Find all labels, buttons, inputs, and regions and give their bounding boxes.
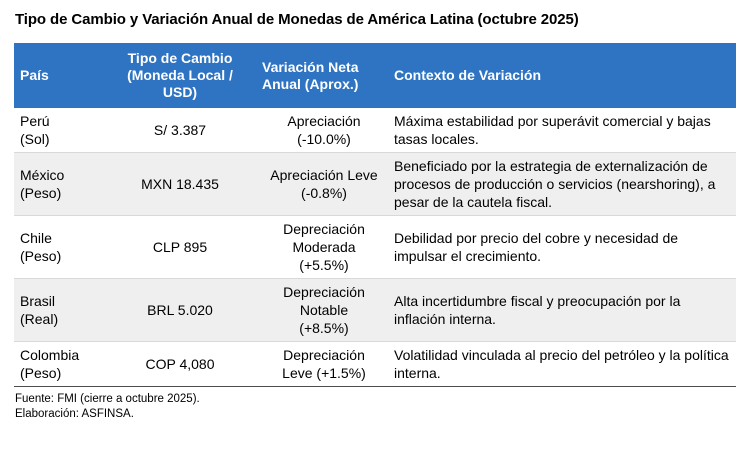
- context-cell: Alta incertidumbre fiscal y preocupación…: [390, 278, 736, 342]
- column-header-country: País: [14, 43, 102, 108]
- table-row-chile: Chile (Peso) CLP 895 Depreciación Modera…: [14, 215, 736, 279]
- country-cell: Perú (Sol): [14, 108, 102, 153]
- rate-cell: COP 4,080: [102, 341, 258, 387]
- table-header: País Tipo de Cambio (Moneda Local / USD)…: [14, 43, 736, 108]
- rate-cell: MXN 18.435: [102, 152, 258, 216]
- variation-cell: Apreciación Leve (-0.8%): [258, 152, 390, 216]
- table-row-brasil: Brasil (Real) BRL 5.020 Depreciación Not…: [14, 278, 736, 342]
- table-row-mexico: México (Peso) MXN 18.435 Apreciación Lev…: [14, 152, 736, 216]
- country-cell: Chile (Peso): [14, 215, 102, 279]
- context-cell: Beneficiado por la estrategia de externa…: [390, 152, 736, 216]
- variation-cell: Depreciación Moderada (+5.5%): [258, 215, 390, 279]
- country-cell: Colombia (Peso): [14, 341, 102, 387]
- column-header-variation: Variación Neta Anual (Aprox.): [258, 43, 390, 108]
- variation-cell: Apreciación (-10.0%): [258, 108, 390, 153]
- rate-cell: BRL 5.020: [102, 278, 258, 342]
- source-note: Fuente: FMI (cierre a octubre 2025).: [15, 393, 200, 405]
- variation-cell: Depreciación Leve (+1.5%): [258, 341, 390, 387]
- table-row-colombia: Colombia (Peso) COP 4,080 Depreciación L…: [14, 341, 736, 387]
- country-cell: México (Peso): [14, 152, 102, 216]
- variation-cell: Depreciación Notable (+8.5%): [258, 278, 390, 342]
- column-header-context: Contexto de Variación: [390, 43, 736, 108]
- context-cell: Debilidad por precio del cobre y necesid…: [390, 215, 736, 279]
- context-cell: Máxima estabilidad por superávit comerci…: [390, 108, 736, 153]
- rate-cell: CLP 895: [102, 215, 258, 279]
- footnotes: Fuente: FMI (cierre a octubre 2025). Ela…: [15, 392, 750, 422]
- table-row-peru: Perú (Sol) S/ 3.387 Apreciación (-10.0%)…: [14, 108, 736, 153]
- column-header-rate: Tipo de Cambio (Moneda Local / USD): [102, 43, 258, 108]
- table-header-row: País Tipo de Cambio (Moneda Local / USD)…: [14, 43, 736, 108]
- rate-cell: S/ 3.387: [102, 108, 258, 153]
- country-cell: Brasil (Real): [14, 278, 102, 342]
- elaboration-note: Elaboración: ASFINSA.: [15, 408, 134, 420]
- exchange-rate-table: País Tipo de Cambio (Moneda Local / USD)…: [14, 43, 736, 387]
- page-title: Tipo de Cambio y Variación Anual de Mone…: [15, 11, 579, 28]
- context-cell: Volatilidad vinculada al precio del petr…: [390, 341, 736, 387]
- table-body: Perú (Sol) S/ 3.387 Apreciación (-10.0%)…: [14, 108, 736, 387]
